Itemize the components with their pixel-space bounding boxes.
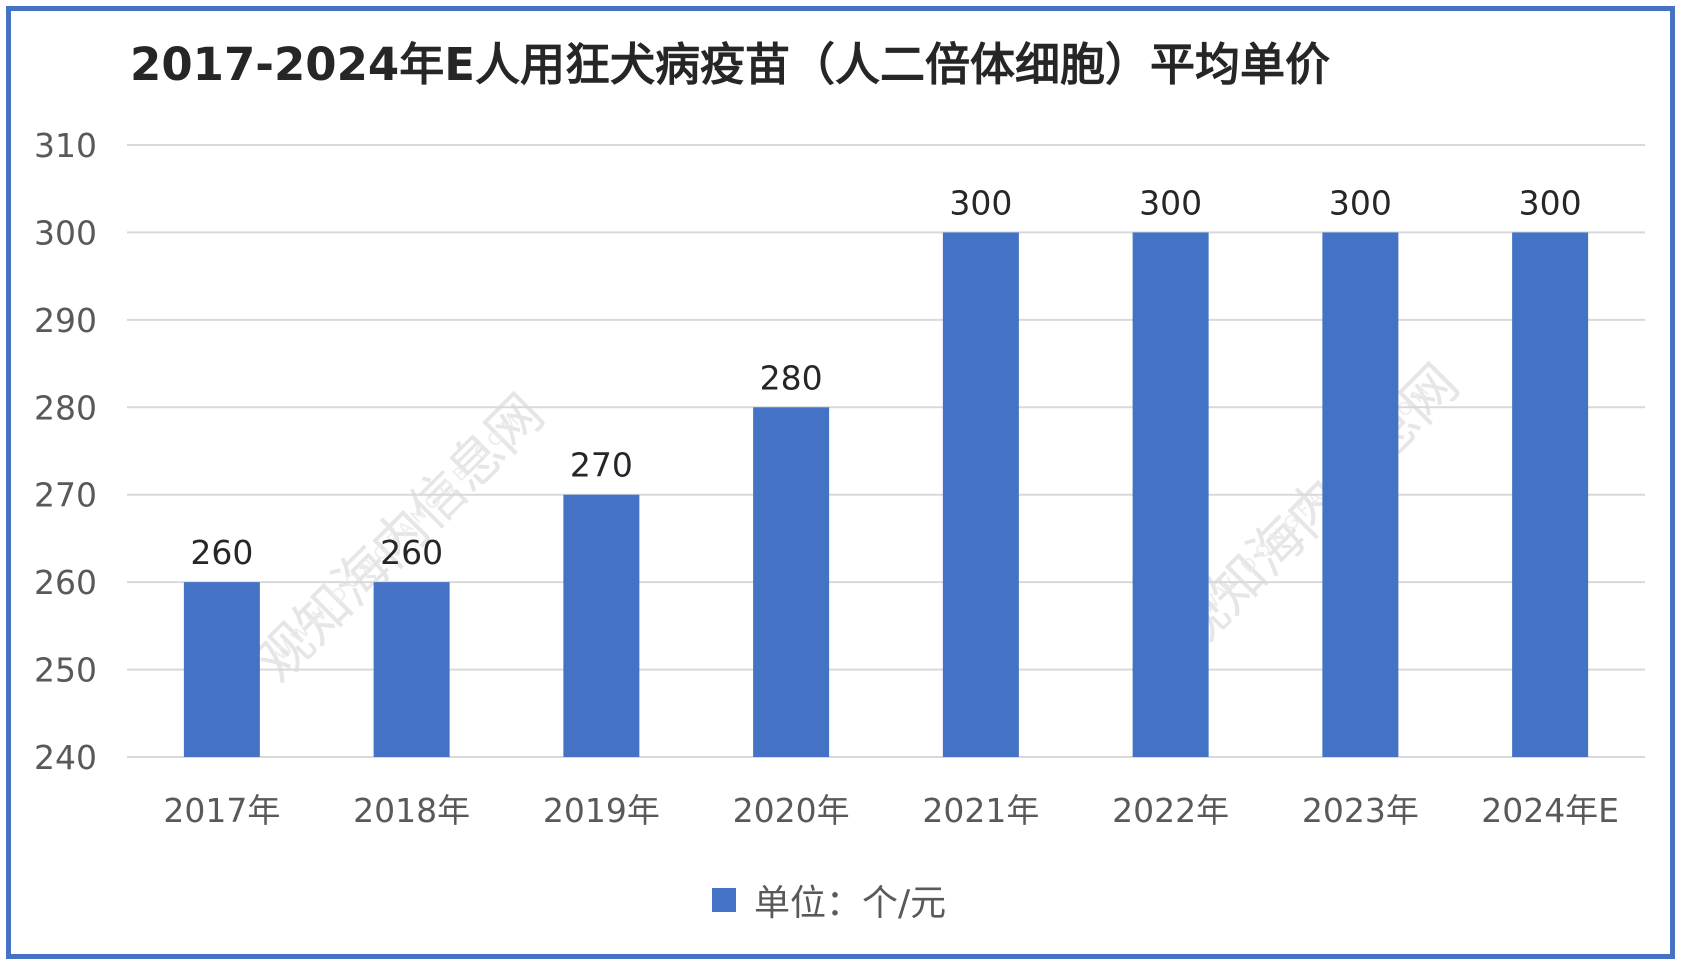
data-label: 300 — [1139, 183, 1202, 222]
data-label: 280 — [760, 358, 823, 397]
x-tick-label: 2022年 — [1112, 791, 1229, 830]
bar — [1512, 232, 1589, 757]
y-tick-label: 240 — [34, 738, 97, 777]
data-label: 300 — [1329, 183, 1392, 222]
bar — [1322, 232, 1399, 757]
chart-title: 2017-2024年E人用狂犬病疫苗（人二倍体细胞）平均单价 — [130, 38, 1330, 91]
data-label: 300 — [949, 183, 1012, 222]
y-tick-label: 310 — [34, 126, 97, 165]
y-tick-label: 280 — [34, 388, 97, 427]
legend-label: 单位：个/元 — [754, 883, 947, 924]
bar — [1132, 232, 1209, 757]
y-tick-label: 300 — [34, 213, 97, 252]
gridlines — [127, 144, 1645, 758]
y-tick-label: 290 — [34, 301, 97, 340]
x-tick-label: 2019年 — [543, 791, 660, 830]
x-tick-label: 2020年 — [733, 791, 850, 830]
bar — [373, 582, 450, 757]
bar — [563, 494, 640, 757]
legend: 单位：个/元 — [712, 874, 946, 926]
bar — [183, 582, 260, 757]
bar — [942, 232, 1019, 757]
y-tick-label: 260 — [34, 563, 97, 602]
data-labels: 260 260 270 280 300 300 300 300 — [190, 183, 1581, 572]
data-label: 270 — [570, 446, 633, 485]
x-tick-label: 2018年 — [353, 791, 470, 830]
x-tick-label: 2024年E — [1481, 791, 1619, 830]
y-tick-label: 250 — [34, 651, 97, 690]
data-label: 260 — [380, 533, 443, 572]
y-axis-ticks: 240 250 260 270 280 290 300 310 — [34, 126, 97, 777]
bars — [183, 232, 1589, 757]
y-tick-label: 270 — [34, 476, 97, 515]
data-label: 300 — [1519, 183, 1582, 222]
legend-swatch — [712, 888, 736, 912]
x-tick-label: 2023年 — [1302, 791, 1419, 830]
x-axis-ticks: 2017年 2018年 2019年 2020年 2021年 2022年 2023年 2024年… — [163, 791, 1619, 830]
data-label: 260 — [190, 533, 253, 572]
bar — [753, 407, 830, 757]
x-tick-label: 2017年 — [163, 791, 280, 830]
x-tick-label: 2021年 — [922, 791, 1039, 830]
